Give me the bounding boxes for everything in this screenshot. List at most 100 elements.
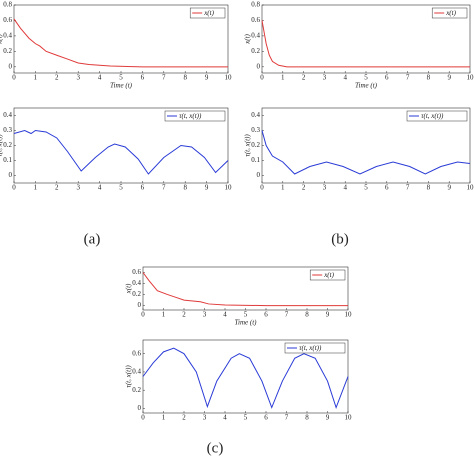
- x-tick-label: 8: [183, 184, 187, 192]
- y-tick-label: 0.6: [132, 349, 141, 357]
- y-tick-label: 0: [138, 301, 142, 309]
- y-tick-label: 0.2: [132, 290, 141, 298]
- data-line: [13, 129, 229, 175]
- x-tick-label: 1: [34, 74, 38, 82]
- x-tick-label: 2: [302, 184, 306, 192]
- x-tick-label: 4: [343, 184, 347, 192]
- y-axis-label: x(t): [0, 33, 4, 44]
- x-tick-label: 4: [343, 74, 347, 82]
- x-tick-label: 7: [406, 74, 410, 82]
- x-tick-label: 8: [305, 414, 309, 422]
- x-tick-label: 0: [141, 311, 145, 319]
- x-tick-label: 8: [305, 311, 309, 319]
- x-tick-label: 5: [119, 74, 123, 82]
- x-tick-label: 1: [281, 184, 285, 192]
- x-tick-label: 1: [162, 414, 166, 422]
- y-axis-label: τ(t, x(t)): [244, 134, 252, 157]
- x-tick-label: 10: [345, 414, 353, 422]
- y-tick-label: 0.2: [3, 47, 12, 55]
- x-tick-label: 7: [406, 184, 410, 192]
- x-tick-label: 5: [119, 184, 123, 192]
- y-axis-label: τ(t, x(t)): [0, 134, 4, 157]
- x-tick-label: 10: [467, 74, 474, 82]
- x-tick-label: 3: [203, 414, 207, 422]
- legend-box: [284, 342, 346, 354]
- x-tick-label: 2: [182, 311, 186, 319]
- legend-label: τ(t, x(t)): [179, 112, 202, 120]
- y-tick-label: 0.4: [251, 32, 260, 40]
- x-tick-label: 10: [467, 184, 474, 192]
- y-tick-label: 0.2: [3, 141, 12, 149]
- legend-label: τ(t, x(t)): [299, 344, 322, 352]
- panel-label: (c): [207, 440, 224, 456]
- y-tick-label: 0: [257, 171, 261, 179]
- y-tick-label: 0: [9, 171, 13, 179]
- x-tick-label: 0: [12, 184, 16, 192]
- x-tick-label: 4: [98, 184, 102, 192]
- x-tick-label: 2: [55, 184, 59, 192]
- x-tick-label: 6: [264, 414, 268, 422]
- x-tick-label: 6: [141, 74, 145, 82]
- y-tick-label: 0.3: [251, 126, 260, 134]
- y-tick-label: 0: [9, 62, 13, 70]
- y-tick-label: 0: [138, 404, 142, 412]
- x-axis-label: Time (t): [110, 82, 133, 90]
- x-tick-label: 10: [225, 184, 233, 192]
- x-tick-label: 9: [326, 414, 330, 422]
- x-tick-label: 4: [223, 414, 227, 422]
- y-tick-label: 0.1: [251, 156, 260, 164]
- x-tick-label: 9: [447, 184, 451, 192]
- data-line: [261, 20, 470, 68]
- legend-box: [189, 7, 226, 19]
- x-tick-label: 0: [12, 74, 16, 82]
- x-tick-label: 4: [98, 74, 102, 82]
- x-tick-label: 8: [427, 184, 431, 192]
- x-tick-label: 5: [364, 184, 368, 192]
- y-tick-label: 0.2: [251, 47, 260, 55]
- x-tick-label: 3: [203, 311, 207, 319]
- data-line: [261, 130, 471, 175]
- x-tick-label: 7: [162, 74, 166, 82]
- y-tick-label: 0.8: [251, 1, 260, 9]
- y-tick-label: 0.4: [251, 111, 260, 119]
- x-tick-label: 1: [34, 184, 38, 192]
- legend-box: [164, 110, 226, 122]
- x-tick-label: 6: [264, 311, 268, 319]
- x-tick-label: 1: [162, 311, 166, 319]
- legend-label: x(t): [323, 271, 334, 279]
- x-tick-label: 3: [76, 184, 80, 192]
- y-tick-label: 0.2: [132, 386, 141, 394]
- x-tick-label: 5: [244, 414, 248, 422]
- x-tick-label: 9: [205, 184, 209, 192]
- x-tick-label: 9: [447, 74, 451, 82]
- x-tick-label: 2: [302, 74, 306, 82]
- x-tick-label: 3: [323, 184, 327, 192]
- y-tick-label: 0.4: [3, 32, 12, 40]
- x-axis-label: Time (t): [235, 319, 258, 327]
- y-tick-label: 0.6: [132, 268, 141, 276]
- y-tick-label: 0: [257, 62, 261, 70]
- panel-label: (b): [331, 231, 349, 247]
- x-tick-label: 9: [326, 311, 330, 319]
- x-tick-label: 6: [385, 184, 389, 192]
- legend-label: τ(t, x(t)): [421, 112, 444, 120]
- y-tick-label: 0.2: [251, 141, 260, 149]
- y-axis-label: x(t): [244, 33, 252, 44]
- x-tick-label: 10: [225, 74, 233, 82]
- x-tick-label: 6: [141, 184, 145, 192]
- x-tick-label: 1: [281, 74, 285, 82]
- x-tick-label: 7: [285, 311, 289, 319]
- y-tick-label: 0.3: [3, 126, 12, 134]
- x-tick-label: 3: [76, 74, 80, 82]
- x-tick-label: 8: [183, 74, 187, 82]
- y-tick-label: 0.4: [3, 111, 12, 119]
- data-line: [142, 272, 348, 307]
- x-tick-label: 8: [427, 74, 431, 82]
- y-tick-label: 0.6: [251, 16, 260, 24]
- x-tick-label: 3: [323, 74, 327, 82]
- x-tick-label: 9: [205, 74, 209, 82]
- x-tick-label: 5: [244, 311, 248, 319]
- y-tick-label: 0.1: [3, 156, 12, 164]
- legend-box: [309, 269, 346, 281]
